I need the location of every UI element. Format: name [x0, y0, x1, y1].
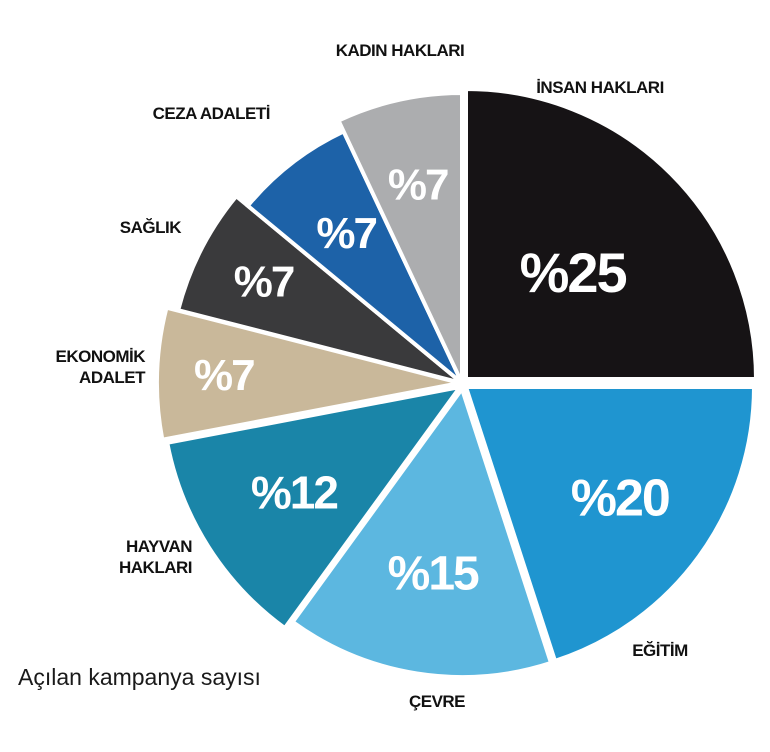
percent-label-ekonomik-adalet: %7 [194, 351, 254, 400]
pie-slice-cevre [289, 384, 554, 679]
category-labels: İNSAN HAKLARI EĞİTİM ÇEVRE HAYVAN HAKLARI EKO… [56, 41, 689, 711]
pie-slice-egitim [463, 385, 757, 664]
category-label-egitim: EĞİTİM [632, 641, 688, 660]
pie-slice-hayvan-haklari [164, 384, 465, 631]
pie-slice-kadin-haklari [335, 90, 464, 384]
category-label-ceza-adaleti: CEZA ADALETİ [153, 104, 270, 123]
pie-slice-insan-haklari [464, 86, 759, 381]
chart-caption: Açılan kampanya sayısı [18, 664, 261, 690]
category-label-saglik: SAĞLIK [120, 218, 182, 237]
percent-label-ceza-adaleti: %7 [316, 209, 376, 258]
percent-label-hayvan-haklari: %12 [251, 466, 337, 518]
category-label-ekonomik-adalet-line-1: EKONOMİK [56, 347, 147, 366]
percent-label-saglik: %7 [234, 257, 294, 306]
category-label-ekonomik-adalet-line-2: ADALET [79, 368, 146, 387]
category-label-insan-haklari: İNSAN HAKLARI [536, 78, 664, 97]
category-label-cevre: ÇEVRE [409, 692, 465, 711]
pie-slice-ekonomik-adalet [155, 305, 461, 443]
category-label-kadin-haklari: KADIN HAKLARI [336, 41, 465, 60]
percent-label-cevre: %15 [388, 547, 479, 600]
pie-slices [155, 86, 759, 679]
percent-label-egitim: %20 [571, 470, 669, 528]
pie-slice-saglik [175, 193, 464, 385]
percent-label-kadin-haklari: %7 [388, 160, 448, 209]
percent-label-insan-haklari: %25 [520, 241, 627, 304]
category-label-hayvan-haklari-line-1: HAYVAN [126, 537, 192, 556]
category-label-hayvan-haklari-line-2: HAKLARI [119, 558, 192, 577]
percent-labels: %25%20%15%12%7%7%7%7 [194, 160, 671, 600]
pie-slice-ceza-adaleti [244, 128, 464, 385]
